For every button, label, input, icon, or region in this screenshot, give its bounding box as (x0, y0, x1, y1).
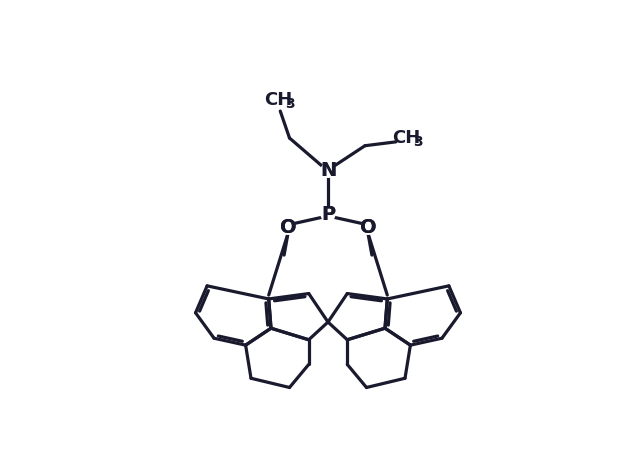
Text: 3: 3 (285, 97, 294, 111)
Text: O: O (280, 218, 296, 237)
Text: O: O (360, 218, 376, 237)
Circle shape (281, 220, 295, 234)
Circle shape (321, 164, 335, 177)
Text: N: N (320, 161, 336, 180)
Circle shape (321, 207, 335, 221)
Circle shape (361, 220, 375, 234)
Text: CH: CH (264, 91, 293, 110)
Text: O: O (280, 218, 296, 237)
Text: 3: 3 (413, 135, 423, 149)
Text: P: P (321, 205, 335, 224)
Text: P: P (321, 205, 335, 224)
Text: CH: CH (392, 129, 420, 147)
Text: N: N (320, 161, 336, 180)
Text: O: O (360, 218, 376, 237)
